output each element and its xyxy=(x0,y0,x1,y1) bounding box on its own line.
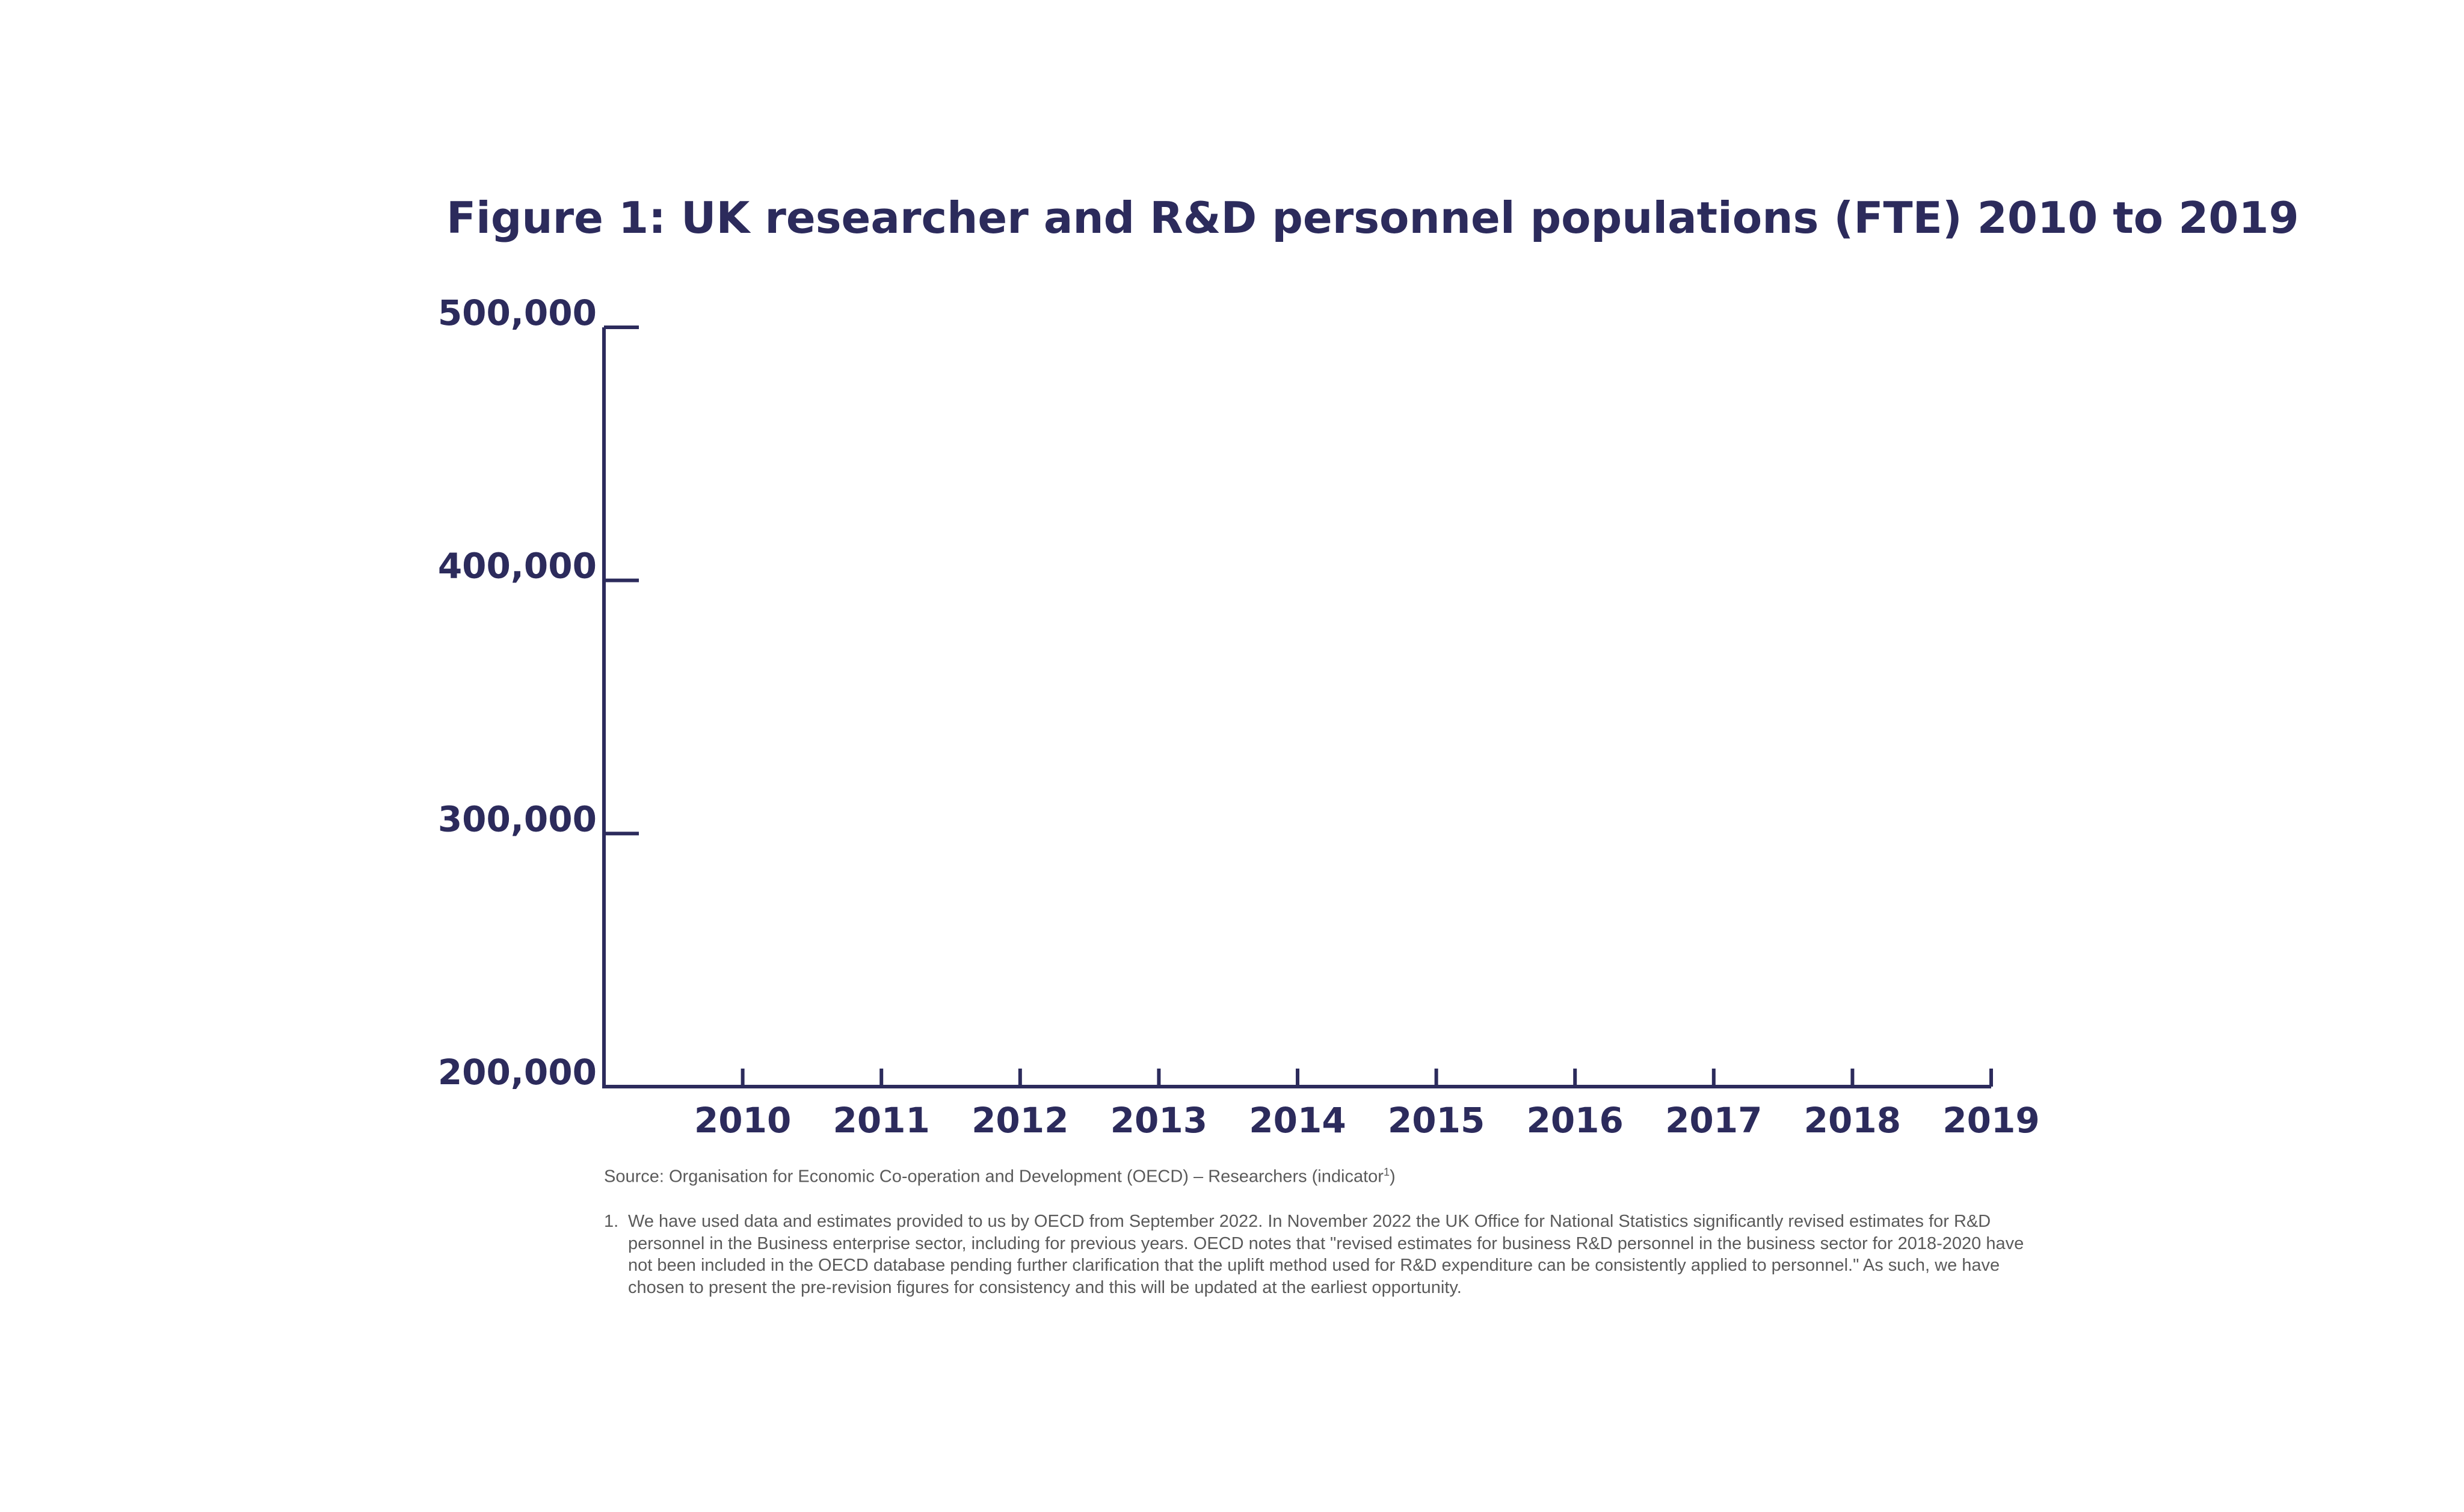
source-text: Source: Organisation for Economic Co-ope… xyxy=(604,1167,1384,1186)
y-tick-label: 400,000 xyxy=(438,546,597,587)
y-tick-label: 300,000 xyxy=(438,798,597,839)
footnote-number: 1. xyxy=(604,1212,619,1231)
x-tick-label: 2013 xyxy=(1110,1100,1207,1141)
x-axis-ticks: 2010 2011 2012 2013 2014 2015 2016 2017 2018 2019 xyxy=(694,1069,2040,1141)
footnote: 1. We have used data and estimates provi… xyxy=(604,1211,2048,1298)
source-note: Source: Organisation for Economic Co-ope… xyxy=(604,1166,1396,1187)
x-tick-label: 2011 xyxy=(833,1100,929,1141)
x-tick-label: 2010 xyxy=(694,1100,791,1141)
source-close: ) xyxy=(1389,1167,1396,1186)
y-axis-ticks: 200,000 300,000 400,000 500,000 xyxy=(438,292,639,1093)
source-footnote-ref: 1 xyxy=(1383,1166,1390,1178)
x-tick-label: 2018 xyxy=(1804,1100,1901,1141)
x-tick-label: 2019 xyxy=(1942,1100,2039,1141)
x-tick-label: 2015 xyxy=(1388,1100,1485,1141)
x-tick-label: 2012 xyxy=(972,1100,1068,1141)
x-tick-label: 2014 xyxy=(1249,1100,1346,1141)
footnote-text: We have used data and estimates provided… xyxy=(628,1212,2024,1297)
chart-title: Figure 1: UK researcher and R&D personne… xyxy=(446,193,2299,243)
y-tick-label: 200,000 xyxy=(438,1052,597,1093)
x-tick-label: 2016 xyxy=(1526,1100,1623,1141)
x-tick-label: 2017 xyxy=(1665,1100,1762,1141)
y-tick-label: 500,000 xyxy=(438,292,597,333)
